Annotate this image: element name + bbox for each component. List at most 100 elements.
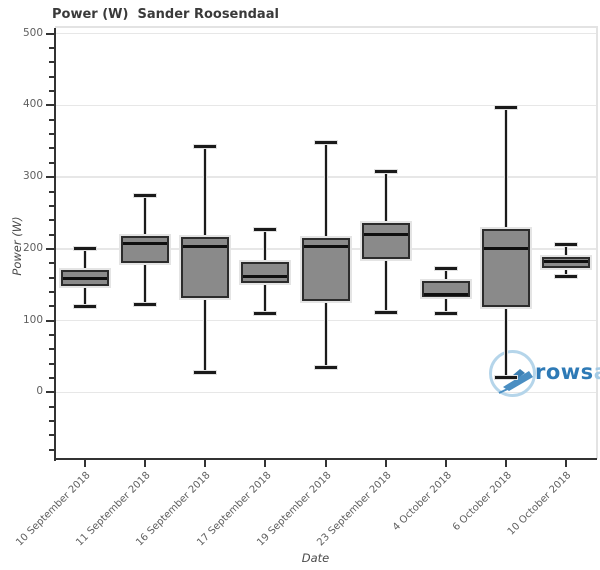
y-axis-minor-tick bbox=[49, 47, 54, 50]
whisker-cap-max bbox=[434, 267, 457, 271]
whisker-cap-min bbox=[554, 275, 577, 279]
x-tick-label: 10 October 2018 bbox=[506, 470, 574, 538]
gridline bbox=[55, 104, 596, 107]
y-axis-major-tick bbox=[46, 391, 54, 394]
x-axis-tick bbox=[204, 460, 207, 467]
whisker-cap-min bbox=[314, 365, 337, 369]
y-tick-label: 300 bbox=[22, 170, 43, 183]
x-axis-tick bbox=[84, 460, 87, 467]
box-whisker-lower bbox=[384, 258, 387, 313]
x-axis-tick bbox=[384, 460, 387, 467]
whisker-cap-max bbox=[134, 193, 157, 197]
y-axis-minor-tick bbox=[49, 61, 54, 64]
box-whisker-lower bbox=[324, 301, 327, 368]
x-tick-label: 6 October 2018 bbox=[450, 470, 514, 534]
whisker-cap-max bbox=[494, 106, 517, 110]
whisker-cap-max bbox=[554, 243, 577, 247]
y-axis-minor-tick bbox=[49, 376, 54, 379]
y-axis-major-tick bbox=[46, 104, 54, 107]
y-tick-label: 500 bbox=[22, 26, 43, 39]
box-whisker-upper bbox=[264, 229, 267, 262]
box-plot-box bbox=[481, 228, 530, 307]
y-axis-major-tick bbox=[46, 32, 54, 35]
y-tick-label: 100 bbox=[22, 313, 43, 326]
gridline bbox=[55, 32, 596, 35]
whisker-cap-max bbox=[254, 228, 277, 232]
box-whisker-upper bbox=[444, 268, 447, 282]
y-axis-minor-tick bbox=[49, 305, 54, 308]
box-median-line bbox=[423, 293, 468, 297]
x-axis-tick bbox=[564, 460, 567, 467]
y-axis-minor-tick bbox=[49, 362, 54, 365]
y-axis-minor-tick bbox=[49, 90, 54, 93]
whisker-cap-min bbox=[374, 311, 397, 315]
y-axis-minor-tick bbox=[49, 290, 54, 293]
whisker-cap-max bbox=[74, 247, 97, 251]
watermark-text: rowsan bbox=[535, 360, 600, 384]
box-whisker-upper bbox=[84, 248, 87, 271]
chart-title: Power (W) Sander Roosendaal bbox=[52, 7, 279, 22]
watermark: rowsan bbox=[485, 346, 600, 408]
box-whisker-lower bbox=[264, 283, 267, 314]
watermark-logo-circle bbox=[489, 350, 536, 397]
y-axis-major-tick bbox=[46, 176, 54, 179]
box-median-line bbox=[363, 233, 408, 237]
box-whisker-upper bbox=[144, 195, 147, 236]
y-axis-minor-tick bbox=[49, 75, 54, 78]
box-whisker-upper bbox=[504, 107, 507, 229]
box-median-line bbox=[483, 246, 528, 250]
whisker-cap-min bbox=[434, 311, 457, 315]
box-whisker-upper bbox=[204, 146, 207, 238]
x-axis-tick bbox=[504, 460, 507, 467]
box-whisker-lower bbox=[84, 286, 87, 307]
box-whisker-lower bbox=[504, 306, 507, 378]
box-median-line bbox=[243, 274, 288, 278]
y-axis-minor-tick bbox=[49, 190, 54, 193]
box-median-line bbox=[123, 241, 168, 245]
y-axis-major-tick bbox=[46, 247, 54, 250]
box-median-line bbox=[183, 245, 228, 249]
x-axis-tick bbox=[444, 460, 447, 467]
y-axis-minor-tick bbox=[49, 448, 54, 451]
box-whisker-lower bbox=[204, 297, 207, 373]
y-axis-minor-tick bbox=[49, 434, 54, 437]
y-axis-minor-tick bbox=[49, 133, 54, 136]
gridline bbox=[55, 391, 596, 394]
box-median-line bbox=[63, 277, 108, 281]
box-whisker-lower bbox=[144, 262, 147, 305]
watermark-text-light: an bbox=[594, 360, 600, 384]
y-tick-label: 400 bbox=[22, 98, 43, 111]
box-whisker-lower bbox=[444, 296, 447, 314]
y-axis-major-tick bbox=[46, 319, 54, 322]
box-plot-box bbox=[121, 235, 170, 263]
x-axis-title: Date bbox=[301, 551, 330, 565]
x-axis-line bbox=[54, 458, 597, 460]
box-whisker-upper bbox=[324, 142, 327, 239]
whisker-cap-min bbox=[134, 303, 157, 307]
y-axis-minor-tick bbox=[49, 276, 54, 279]
whisker-cap-min bbox=[74, 304, 97, 308]
y-tick-label: 0 bbox=[36, 385, 43, 398]
box-median-line bbox=[303, 244, 348, 248]
plot-border-right bbox=[596, 26, 598, 459]
y-axis-minor-tick bbox=[49, 233, 54, 236]
whisker-cap-min bbox=[194, 371, 217, 375]
x-axis-tick bbox=[144, 460, 147, 467]
y-axis-line bbox=[54, 28, 56, 461]
y-axis-minor-tick bbox=[49, 333, 54, 336]
y-axis-minor-tick bbox=[49, 118, 54, 121]
whisker-cap-max bbox=[374, 169, 397, 173]
y-axis-minor-tick bbox=[49, 262, 54, 265]
box-whisker-upper bbox=[564, 244, 567, 257]
y-axis-minor-tick bbox=[49, 147, 54, 150]
y-axis-minor-tick bbox=[49, 204, 54, 207]
y-axis-minor-tick bbox=[49, 348, 54, 351]
box-whisker-lower bbox=[564, 268, 567, 277]
whisker-cap-min bbox=[254, 311, 277, 315]
y-axis-minor-tick bbox=[49, 419, 54, 422]
box-plot-box bbox=[301, 238, 350, 302]
y-axis-minor-tick bbox=[49, 161, 54, 164]
y-axis-minor-tick bbox=[49, 405, 54, 408]
